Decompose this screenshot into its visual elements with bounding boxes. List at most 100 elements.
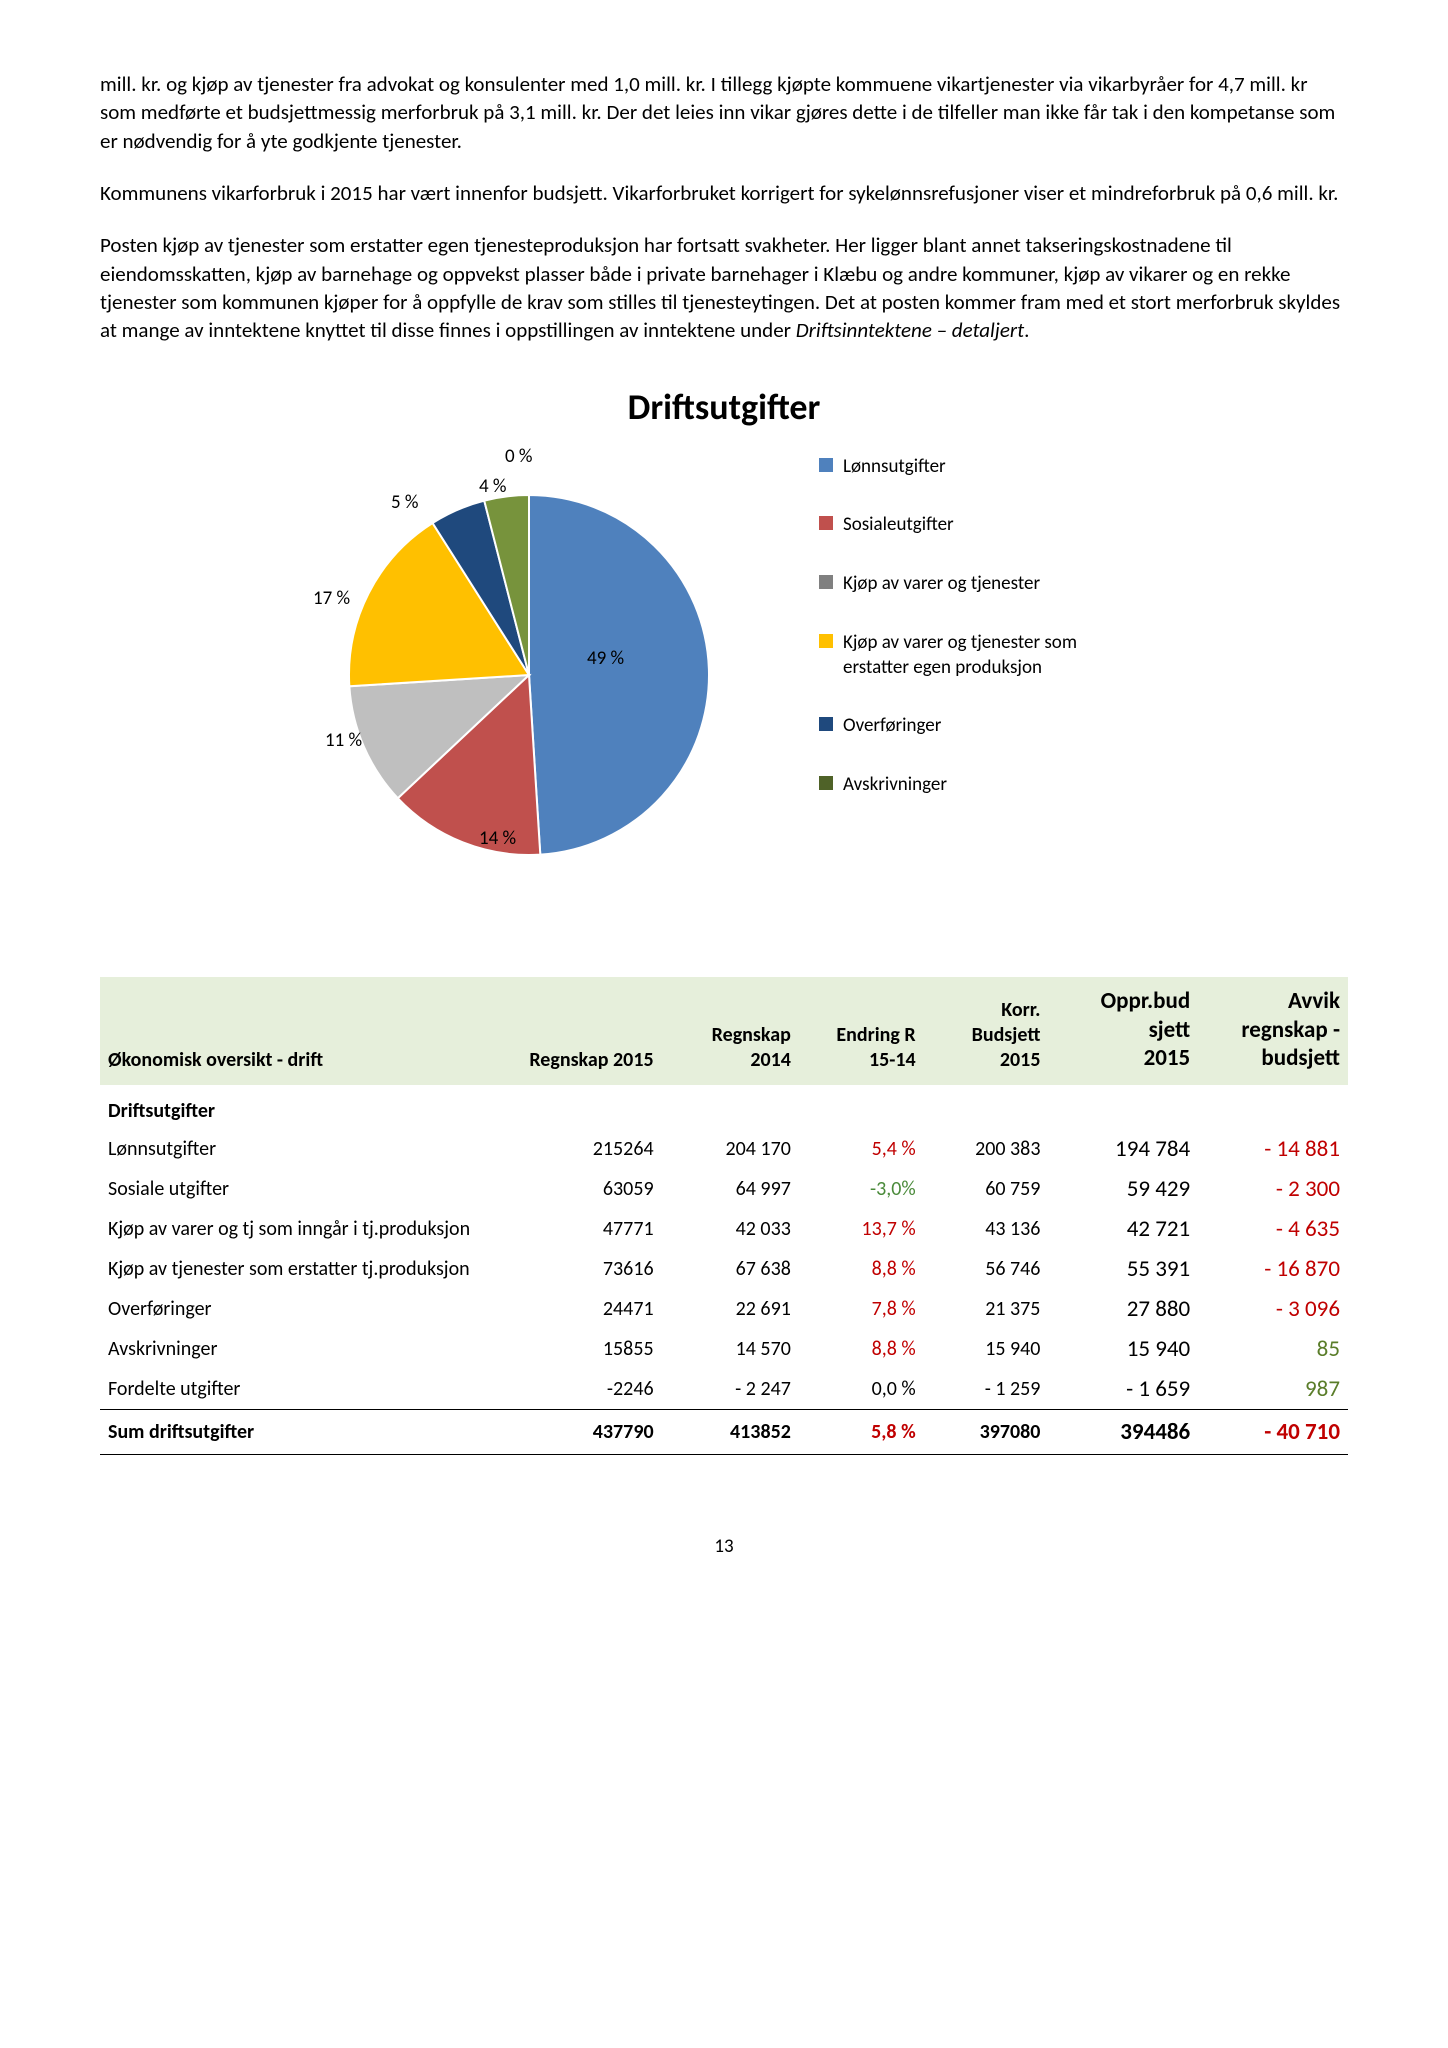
cell-r2015: 73616 — [499, 1249, 661, 1289]
cell-r2014: 42 033 — [662, 1209, 799, 1249]
pie-label-17: 17 % — [313, 587, 350, 610]
legend-item: Lønnsutgifter — [819, 455, 1139, 480]
th-regnskap-2014: Regnskap2014 — [662, 977, 799, 1085]
legend-item: Overføringer — [819, 714, 1139, 739]
cell-endring: 8,8 % — [799, 1329, 924, 1369]
table-header-row: Økonomisk oversikt - drift Regnskap 2015… — [100, 977, 1348, 1085]
cell-oppr: 394486 — [1048, 1410, 1198, 1455]
legend-item: Kjøp av varer og tjenester som erstatter… — [819, 631, 1139, 680]
pie-label-5: 5 % — [391, 491, 419, 514]
cell-avvik: - 14 881 — [1198, 1129, 1348, 1169]
cell-r2014: 204 170 — [662, 1129, 799, 1169]
cell-avvik: - 2 300 — [1198, 1169, 1348, 1209]
cell-avvik: - 16 870 — [1198, 1249, 1348, 1289]
cell-r2015: 437790 — [499, 1410, 661, 1455]
cell-r2014: 14 570 — [662, 1329, 799, 1369]
table-row: Lønnsutgifter215264204 1705,4 %200 38319… — [100, 1129, 1348, 1169]
th-label: Økonomisk oversikt - drift — [100, 977, 499, 1085]
cell-endring: 13,7 % — [799, 1209, 924, 1249]
paragraph-1: mill. kr. og kjøp av tjenester fra advok… — [100, 70, 1348, 155]
cell-endring: 7,8 % — [799, 1289, 924, 1329]
table-sum-row: Sum driftsutgifter4377904138525,8 %39708… — [100, 1410, 1348, 1455]
cell-oppr: - 1 659 — [1048, 1369, 1198, 1410]
cell-r2015: 47771 — [499, 1209, 661, 1249]
cell-r2015: 215264 — [499, 1129, 661, 1169]
cell-korr: 15 940 — [924, 1329, 1049, 1369]
cell-endring: 5,4 % — [799, 1129, 924, 1169]
th-avvik: Avvikregnskap -budsjett — [1198, 977, 1348, 1085]
cell-avvik: - 40 710 — [1198, 1410, 1348, 1455]
legend-item: Sosialeutgifter — [819, 513, 1139, 538]
cell-label: Sosiale utgifter — [100, 1169, 499, 1209]
paragraph-3a: Posten kjøp av tjenester som erstatter e… — [100, 232, 1340, 343]
paragraph-3c: . — [1024, 317, 1029, 343]
legend-swatch-icon — [819, 516, 833, 530]
table-row: Fordelte utgifter-2246- 2 2470,0 %- 1 25… — [100, 1369, 1348, 1410]
cell-oppr: 42 721 — [1048, 1209, 1198, 1249]
legend-swatch-icon — [819, 776, 833, 790]
chart-title: Driftsutgifter — [100, 385, 1348, 429]
th-oppr-budsjett: Oppr.budsjett2015 — [1048, 977, 1198, 1085]
cell-label: Kjøp av tjenester som erstatter tj.produ… — [100, 1249, 499, 1289]
pie-label-zero: 0 % — [505, 445, 533, 468]
section-label: Driftsutgifter — [100, 1085, 1348, 1129]
table-row: Kjøp av tjenester som erstatter tj.produ… — [100, 1249, 1348, 1289]
pie-label-14: 14 % — [479, 827, 516, 850]
legend-swatch-icon — [819, 717, 833, 731]
cell-oppr: 59 429 — [1048, 1169, 1198, 1209]
th-endring: Endring R15-14 — [799, 977, 924, 1085]
cell-oppr: 194 784 — [1048, 1129, 1198, 1169]
legend-item: Avskrivninger — [819, 773, 1139, 798]
cell-endring: 0,0 % — [799, 1369, 924, 1410]
cell-endring: -3,0% — [799, 1169, 924, 1209]
cell-korr: 200 383 — [924, 1129, 1049, 1169]
cell-korr: 43 136 — [924, 1209, 1049, 1249]
table-row: Overføringer2447122 6917,8 %21 37527 880… — [100, 1289, 1348, 1329]
legend-swatch-icon — [819, 575, 833, 589]
page-number: 13 — [100, 1535, 1348, 1558]
table-row: Sosiale utgifter6305964 997-3,0%60 75959… — [100, 1169, 1348, 1209]
cell-avvik: 987 — [1198, 1369, 1348, 1410]
cell-endring: 5,8 % — [799, 1410, 924, 1455]
cell-label: Fordelte utgifter — [100, 1369, 499, 1410]
cell-label: Overføringer — [100, 1289, 499, 1329]
legend-swatch-icon — [819, 458, 833, 472]
legend-label: Lønnsutgifter — [843, 455, 946, 480]
cell-label: Avskrivninger — [100, 1329, 499, 1369]
cell-korr: 56 746 — [924, 1249, 1049, 1289]
cell-avvik: - 3 096 — [1198, 1289, 1348, 1329]
cell-label: Sum driftsutgifter — [100, 1410, 499, 1455]
paragraph-2: Kommunens vikarforbruk i 2015 har vært i… — [100, 179, 1348, 207]
cell-korr: 397080 — [924, 1410, 1049, 1455]
paragraph-3b-italic: Driftsinntektene – detaljert — [796, 317, 1024, 343]
cell-endring: 8,8 % — [799, 1249, 924, 1289]
chart-legend: Lønnsutgifter Sosialeutgifter Kjøp av va… — [819, 447, 1139, 887]
pie-svg — [309, 447, 749, 887]
legend-label: Overføringer — [843, 714, 941, 739]
cell-avvik: 85 — [1198, 1329, 1348, 1369]
cell-r2014: - 2 247 — [662, 1369, 799, 1410]
table-body: Driftsutgifter Lønnsutgifter215264204 17… — [100, 1085, 1348, 1455]
table-row: Kjøp av varer og tj som inngår i tj.prod… — [100, 1209, 1348, 1249]
cell-oppr: 27 880 — [1048, 1289, 1198, 1329]
cell-oppr: 55 391 — [1048, 1249, 1198, 1289]
pie-chart: 0 % 49 % 14 % 11 % 17 % 5 % 4 % — [309, 447, 749, 887]
chart-container: 0 % 49 % 14 % 11 % 17 % 5 % 4 % Lønnsutg… — [100, 447, 1348, 887]
legend-label: Kjøp av varer og tjenester som erstatter… — [843, 631, 1139, 680]
pie-slice — [529, 495, 709, 855]
cell-r2014: 22 691 — [662, 1289, 799, 1329]
th-korr-budsjett: Korr.Budsjett2015 — [924, 977, 1049, 1085]
cell-r2014: 67 638 — [662, 1249, 799, 1289]
cell-r2014: 64 997 — [662, 1169, 799, 1209]
cell-korr: - 1 259 — [924, 1369, 1049, 1410]
table-section-row: Driftsutgifter — [100, 1085, 1348, 1129]
pie-label-49: 49 % — [587, 647, 624, 670]
cell-avvik: - 4 635 — [1198, 1209, 1348, 1249]
table-row: Avskrivninger1585514 5708,8 %15 94015 94… — [100, 1329, 1348, 1369]
legend-swatch-icon — [819, 634, 833, 648]
financial-table: Økonomisk oversikt - drift Regnskap 2015… — [100, 977, 1348, 1455]
legend-item: Kjøp av varer og tjenester — [819, 572, 1139, 597]
cell-r2014: 413852 — [662, 1410, 799, 1455]
legend-label: Avskrivninger — [843, 773, 947, 798]
cell-r2015: 24471 — [499, 1289, 661, 1329]
